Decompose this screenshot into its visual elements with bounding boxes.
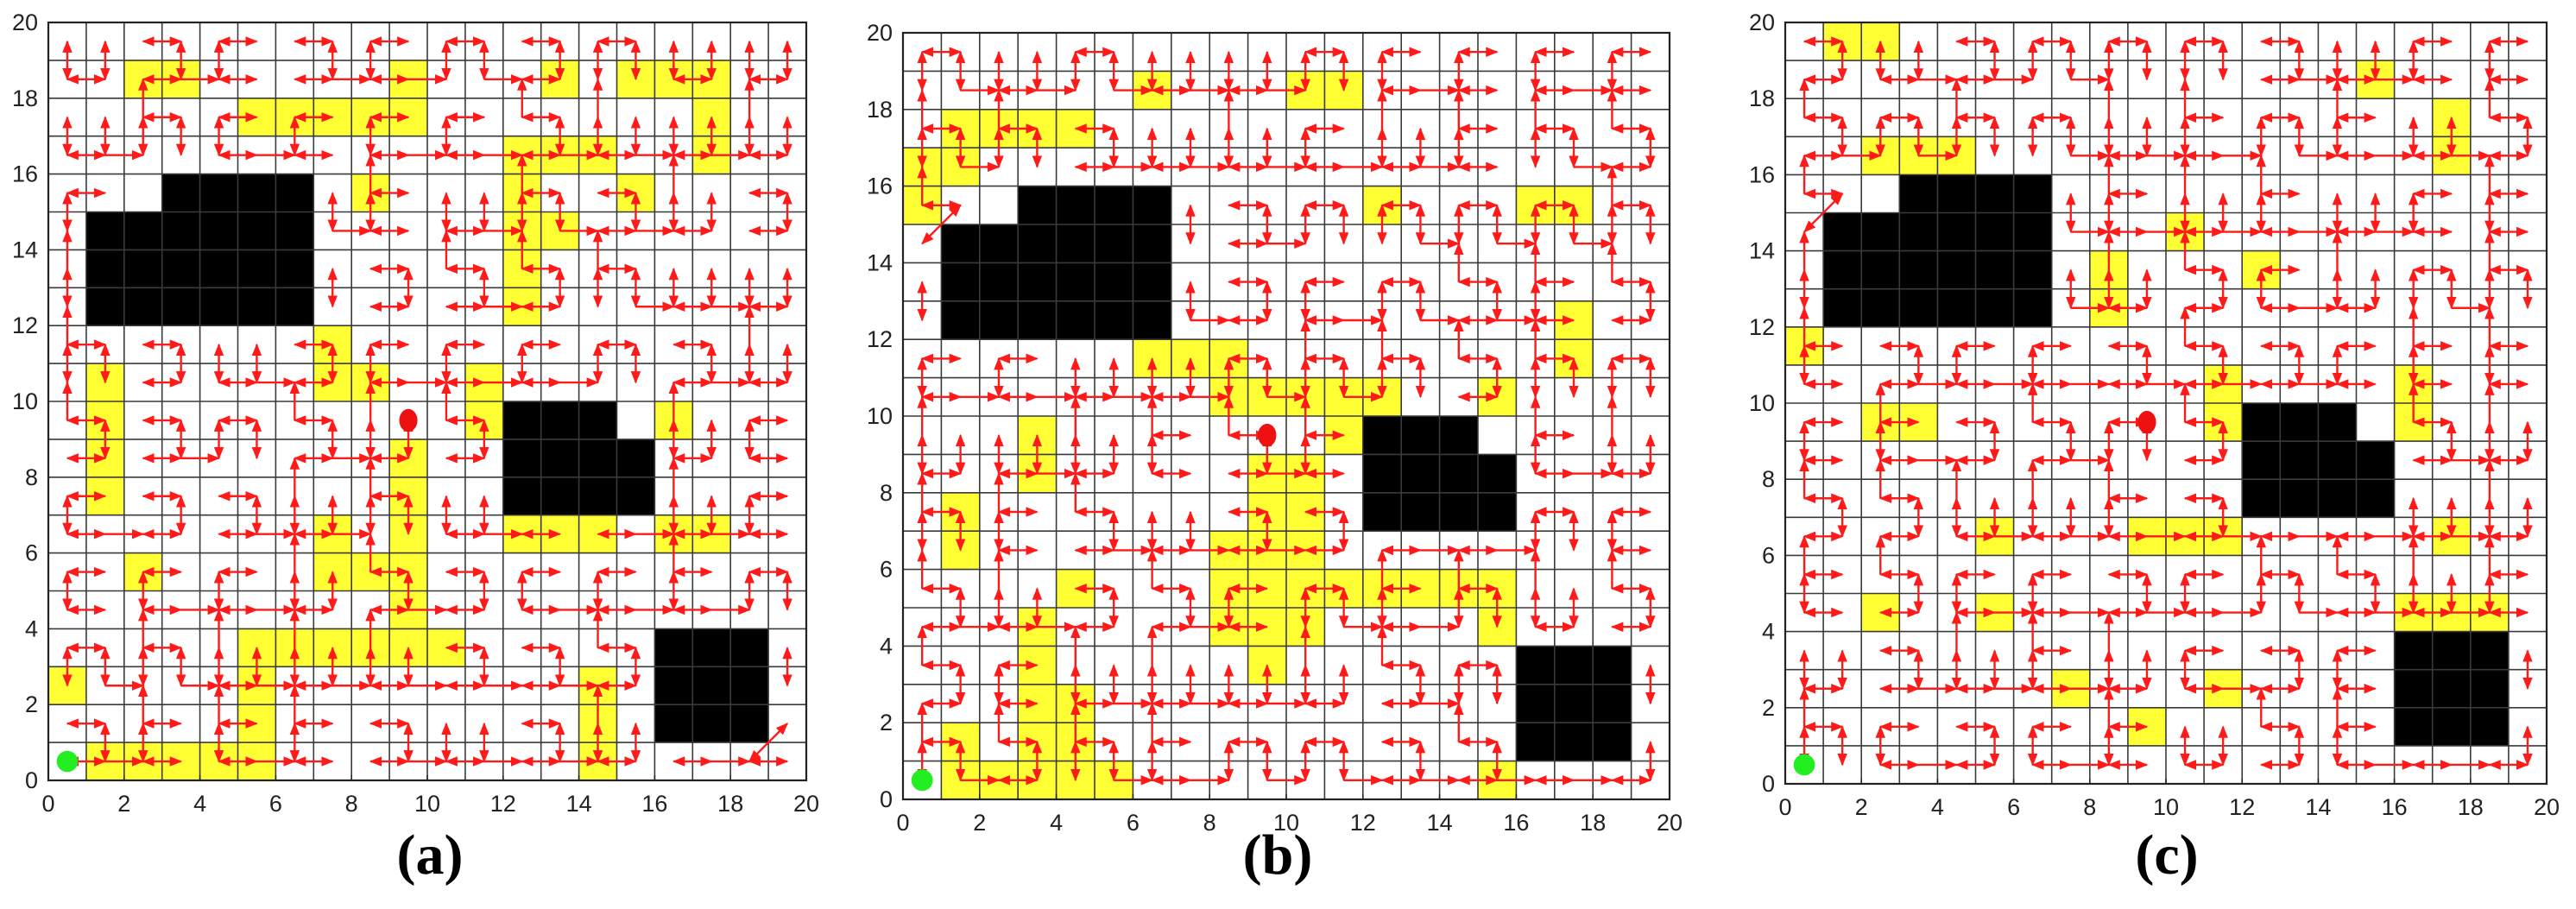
panel-c: 0 2 4 6 8 10 12 14 16 18 20 0 2 4 6 8 10 12 14 16 18 20 (c) (1749, 9, 2560, 887)
x-tick-label: 16 (2382, 794, 2408, 820)
x-tick-label: 0 (1778, 794, 1791, 820)
start-point (56, 750, 79, 773)
x-tick-label: 18 (2458, 794, 2484, 820)
y-tick-label: 20 (1749, 9, 1775, 35)
panel-caption: (a) (397, 824, 464, 887)
x-tick-label: 6 (1127, 810, 1140, 836)
x-tick-label: 10 (1273, 810, 1299, 836)
y-tick-label: 2 (1762, 695, 1775, 721)
y-tick-label: 4 (880, 633, 893, 659)
y-tick-label: 10 (867, 403, 893, 429)
x-tick-label: 18 (717, 791, 743, 817)
x-tick-label: 16 (641, 791, 667, 817)
y-tick-label: 14 (12, 237, 38, 262)
x-tick-label: 2 (1855, 794, 1868, 820)
x-tick-label: 6 (269, 791, 282, 817)
y-tick-label: 8 (25, 464, 38, 490)
y-tick-label: 18 (867, 97, 893, 123)
y-tick-label: 12 (867, 326, 893, 352)
y-tick-label: 16 (867, 174, 893, 199)
y-tick-label: 20 (867, 20, 893, 46)
y-tick-label: 14 (867, 249, 893, 275)
path-segment (748, 723, 789, 763)
grid (1784, 22, 2548, 785)
x-tick-label: 16 (1503, 810, 1529, 836)
panel-a: 0 2 4 6 8 10 12 14 16 18 20 0 2 4 6 8 10 12 14 16 18 20 (a) (12, 9, 819, 887)
coverage-path (917, 47, 1656, 786)
obstacle (2394, 631, 2509, 746)
panel-caption: (b) (1243, 824, 1313, 887)
x-tick-label: 0 (896, 810, 909, 836)
start-point (911, 769, 933, 792)
x-tick-label: 4 (1050, 810, 1063, 836)
y-tick-label: 10 (1749, 390, 1775, 416)
x-tick-label: 2 (117, 791, 130, 817)
goal-point (399, 408, 418, 432)
y-tick-label: 2 (880, 710, 893, 735)
start-point (1793, 754, 1815, 776)
x-tick-label: 20 (2534, 794, 2560, 820)
y-tick-label: 4 (1762, 619, 1775, 645)
y-tick-label: 10 (12, 388, 38, 414)
y-tick-label: 0 (1762, 771, 1775, 797)
x-tick-label: 14 (1427, 810, 1453, 836)
x-tick-label: 6 (2007, 794, 2020, 820)
y-tick-label: 20 (12, 9, 38, 35)
y-tick-label: 2 (25, 691, 38, 717)
y-tick-label: 18 (1749, 85, 1775, 111)
goal-point (1258, 423, 1277, 447)
x-tick-label: 2 (973, 810, 986, 836)
x-tick-label: 14 (2305, 794, 2331, 820)
y-tick-label: 6 (25, 540, 38, 566)
y-tick-label: 16 (12, 161, 38, 187)
obstacle (1516, 646, 1632, 761)
y-tick-label: 14 (1749, 238, 1775, 264)
x-tick-label: 12 (490, 791, 516, 817)
y-tick-label: 4 (25, 615, 38, 641)
x-tick-label: 4 (1931, 794, 1944, 820)
x-tick-label: 4 (193, 791, 206, 817)
coverage-path (1799, 36, 2533, 770)
x-tick-label: 12 (2229, 794, 2255, 820)
coverage-path (62, 36, 792, 767)
panel-b: 0 2 4 6 8 10 12 14 16 18 20 0 2 4 6 8 10 12 14 16 18 20 (b) (867, 20, 1683, 887)
y-tick-label: 8 (880, 480, 893, 506)
y-tick-label: 6 (880, 557, 893, 583)
x-tick-label: 8 (345, 791, 358, 817)
x-tick-label: 8 (2083, 794, 2096, 820)
x-tick-label: 8 (1203, 810, 1216, 836)
panel-caption: (c) (2135, 824, 2198, 887)
x-tick-label: 20 (793, 791, 819, 817)
y-tick-label: 8 (1762, 466, 1775, 492)
y-tick-label: 12 (1749, 314, 1775, 340)
grid (47, 22, 807, 781)
y-tick-label: 0 (25, 767, 38, 793)
path-segment (921, 204, 962, 245)
x-tick-label: 0 (41, 791, 54, 817)
y-tick-label: 0 (880, 786, 893, 812)
y-tick-label: 16 (1749, 161, 1775, 187)
x-tick-label: 18 (1580, 810, 1606, 836)
x-tick-label: 20 (1657, 810, 1683, 836)
x-tick-label: 12 (1350, 810, 1376, 836)
grid (902, 32, 1670, 800)
obstacle (654, 628, 769, 743)
x-tick-label: 10 (414, 791, 440, 817)
y-tick-label: 18 (12, 85, 38, 111)
y-tick-label: 12 (12, 312, 38, 338)
y-tick-label: 6 (1762, 542, 1775, 568)
x-tick-label: 14 (566, 791, 592, 817)
path-segment (1803, 193, 1844, 233)
goal-point (2137, 410, 2156, 434)
x-tick-label: 10 (2153, 794, 2179, 820)
